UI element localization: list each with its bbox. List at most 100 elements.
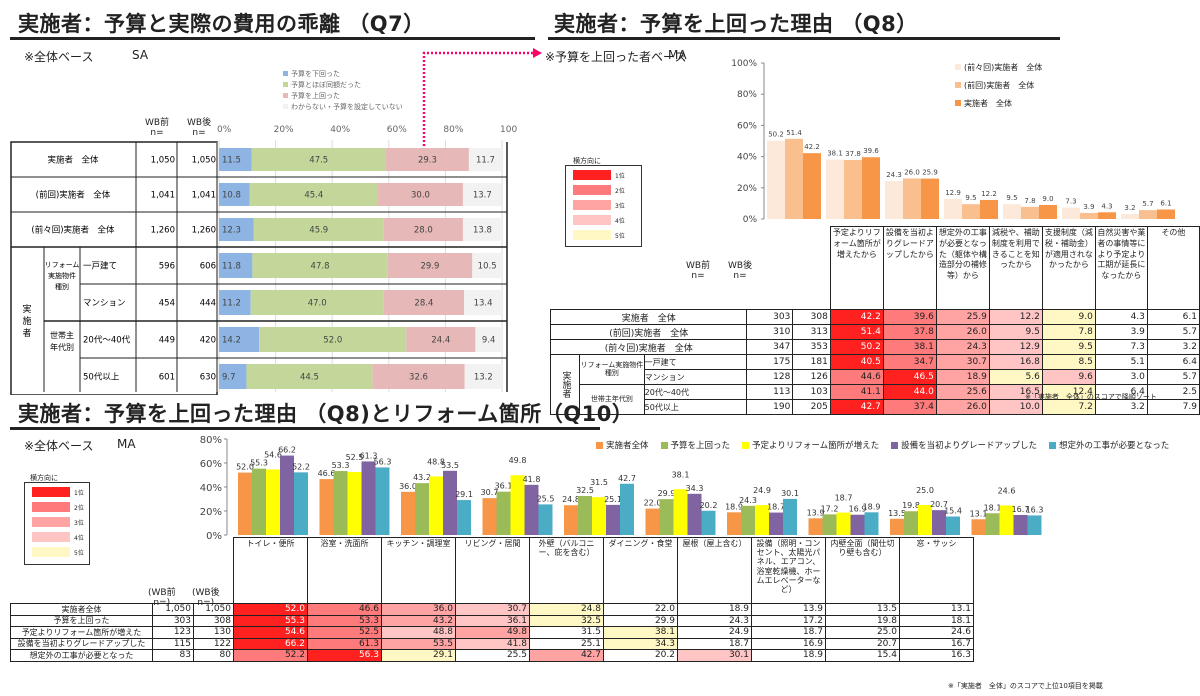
q10-bar (822, 514, 837, 535)
rank-legend-item: 4位 (32, 531, 89, 543)
q10-legend-item: 予算を上回った (660, 439, 730, 451)
q8-value-cell: 12.9 (988, 339, 1043, 355)
q10-value-cell: 52.0 (233, 603, 308, 616)
q8-table-row: (前々回)実施者 全体 347 353 50.2 38.1 24.3 12.9 9.5 7.3 3… (549, 339, 1200, 355)
q8-value-cell: 41.1 (829, 384, 884, 400)
q10-row-label: 想定外の工事が必要となった (10, 649, 153, 662)
q8-data-label: 3.9 (1083, 203, 1094, 211)
q8-header-blank (747, 227, 793, 310)
q10-bar (319, 479, 334, 535)
q7-data-label: 9.4 (482, 336, 496, 346)
q10-data-label: 16.9 (849, 505, 867, 514)
q10-category-header: 窓・サッシ (899, 537, 974, 604)
q8-value-cell: 9.5 (988, 324, 1043, 340)
q7-bar-segment (253, 218, 384, 241)
q7-bar-segment (219, 253, 253, 278)
q8-value-cell: 7.9 (1146, 399, 1200, 415)
q8-legend-swatch (955, 100, 961, 106)
q10-data-label: 24.8 (562, 495, 580, 504)
q8-category-header: 自然災害や業者の事情等により予定より工期が延長になったから (1094, 226, 1148, 310)
rank-swatch (32, 517, 70, 527)
q7-row-label: 実施者 全体 (47, 155, 99, 166)
q7-legend-item: わからない・予算を設定していない (283, 101, 403, 112)
section3-type: MA (117, 437, 136, 451)
q7-bar-segment (246, 364, 373, 389)
q10-bar (946, 516, 960, 535)
q10-data-label: 24.9 (753, 486, 771, 495)
q10-data-label: 15.4 (944, 507, 962, 516)
q10-bar (578, 496, 592, 535)
q7-n-before: 1,050 (151, 156, 175, 166)
q10-legend: 実施者全体 予算を上回った 予定よりリフォーム箇所が増えた 設備を当初よりグレードアッ… (596, 439, 1169, 451)
q8-bar (962, 204, 980, 219)
q7-bar-segment (468, 148, 502, 171)
q10-n-before: 123 (152, 626, 194, 639)
q7-group-char: 実 (22, 303, 31, 315)
q8-data-label: 7.8 (1024, 197, 1035, 205)
q7-group-label: 実施者 (22, 303, 31, 339)
q10-n-after: 1,050 (193, 603, 234, 616)
rank-swatch (573, 185, 611, 195)
q10-n-before: 115 (152, 637, 194, 650)
q7-data-label: 9.7 (222, 373, 236, 383)
section1-base: ※全体ベース (24, 50, 94, 64)
q8-value-cell: 26.0 (935, 324, 990, 340)
section3-base: ※全体ベース (24, 439, 94, 453)
q10-value-cell: 46.6 (307, 603, 382, 616)
rank-legend-item: 2位 (573, 184, 641, 196)
q7-n-after: 420 (200, 336, 216, 346)
rank-legend-item: 5位 (32, 546, 89, 558)
q10-table-row: 設備を当初よりグレードアップした 115 122 66.2 61.3 53.5 41.8 25… (10, 637, 974, 650)
q10-data-label: 49.8 (509, 456, 527, 465)
q10-data-label: 25.0 (916, 486, 934, 495)
q8-category-header: 設備を当初よりグレードアップしたから (882, 226, 937, 310)
q8-value-cell: 37.8 (882, 324, 937, 340)
q10-value-cell: 43.2 (381, 614, 456, 627)
q8-category-header: 支援制度（減税・補助金）が適用されなかったから (1041, 226, 1096, 310)
q7-row-label: (前々回)実施者 全体 (31, 225, 115, 236)
q8-value-cell: 38.1 (882, 339, 937, 355)
q8-value-cell: 30.7 (935, 354, 990, 370)
q10-value-cell: 54.6 (233, 626, 308, 639)
q7-bar-segment (219, 183, 250, 206)
q10-data-label: 29.9 (658, 489, 676, 498)
q8-data-label: 25.9 (922, 169, 938, 177)
q7-bar-segment (462, 218, 502, 241)
q8-n-before: 310 (746, 324, 794, 340)
q10-data-label: 20.2 (700, 501, 718, 510)
q10-data-label: 31.5 (590, 478, 608, 487)
q10-value-cell: 41.8 (455, 637, 530, 650)
q8-bar (862, 157, 880, 219)
q10-value-cell: 49.8 (455, 626, 530, 639)
q8-value-cell: 46.5 (882, 369, 937, 385)
q10-value-cell: 16.9 (751, 637, 826, 650)
q7-data-label: 47.5 (309, 156, 328, 166)
q10-value-cell: 18.7 (677, 637, 752, 650)
q10-category-header: 外壁（バルコニー、庇を含む） (529, 537, 604, 604)
q7-bar-segment (406, 327, 476, 352)
q10-bar (836, 512, 851, 535)
q7-data-label: 32.6 (409, 373, 428, 383)
q10-header-blank (153, 538, 194, 604)
q8-data-label: 42.2 (804, 143, 820, 151)
q10-value-cell: 25.1 (529, 637, 604, 650)
rank-label: 5位 (74, 549, 84, 557)
q10-bar (769, 512, 783, 535)
rank-swatch (573, 230, 611, 240)
q8-n-after: 103 (792, 384, 831, 400)
q8-value-cell: 3.2 (1094, 399, 1148, 415)
q10-table: トイレ・便所 浴室・洗面所 キッチン・調理室 リビング・居間 外壁（バルコニー、庇を含む… (10, 537, 974, 662)
q8-legend: (前々回)実施者 全体 (前回)実施者 全体 実施者 全体 (955, 58, 1042, 112)
q10-legend-label: 設備を当初よりグレードアップした (901, 441, 1037, 451)
q10-value-cell: 17.2 (751, 614, 826, 627)
section1-title: 実施者：予算と実際の費用の乖離 （Q7） (18, 12, 425, 36)
q8-col-before: WB前 n= (686, 261, 711, 281)
q10-value-cell: 31.5 (529, 626, 604, 639)
q8-value-cell: 7.8 (1041, 324, 1096, 340)
q8-bar (803, 153, 821, 219)
q8-value-cell: 8.5 (1041, 354, 1096, 370)
q8-group-label: 実施者 (549, 354, 581, 415)
rank-legend-item: 3位 (32, 516, 89, 528)
q8-legend-label: 実施者 全体 (964, 98, 1012, 108)
q10-bar (457, 500, 471, 535)
